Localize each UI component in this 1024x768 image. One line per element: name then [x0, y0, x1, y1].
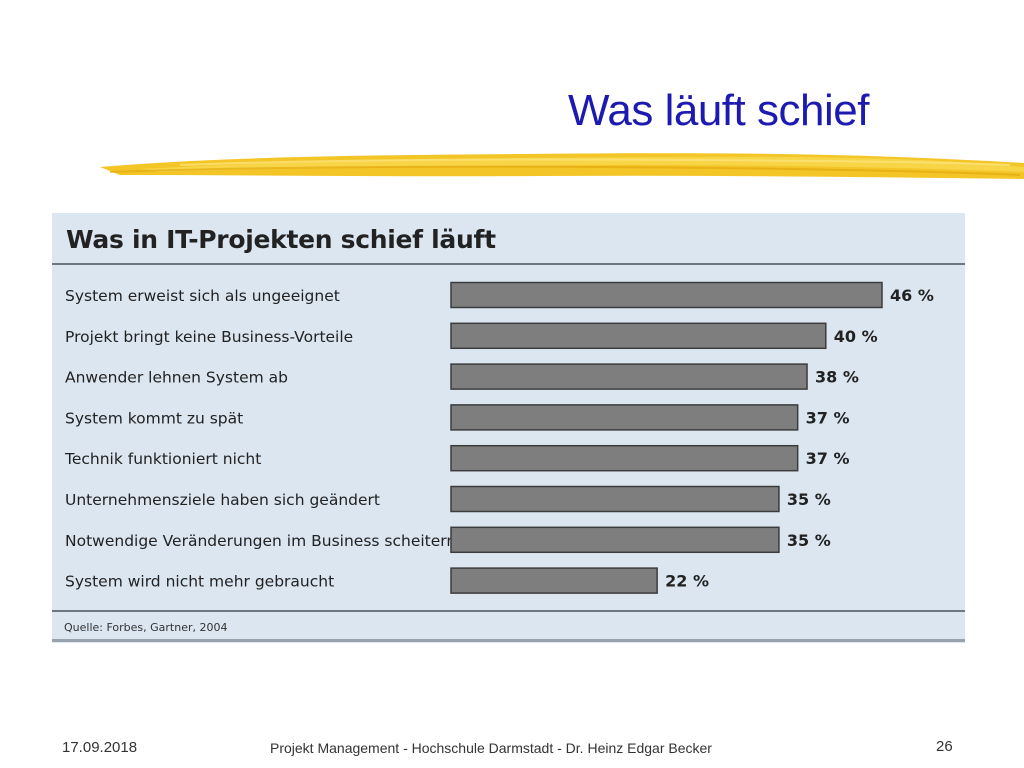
bar-chart: System erweist sich als ungeeignet 46 % Pr… [64, 281, 934, 594]
value-label: 37 % [806, 449, 850, 468]
category-label: Unternehmensziele haben sich geändert [65, 491, 380, 509]
chart-top-rule [52, 263, 965, 265]
category-label: Notwendige Veränderungen im Business sch… [65, 532, 456, 550]
category-label: System wird nicht mehr gebraucht [65, 573, 334, 591]
footer-date: 17.09.2018 [62, 739, 138, 756]
title-underline-brush-stroke [100, 153, 1024, 179]
category-label: Projekt bringt keine Business-Vorteile [65, 328, 353, 346]
value-label: 38 % [815, 368, 859, 387]
chart-title: Was in IT-Projekten schief läuft [66, 225, 496, 254]
bar [450, 322, 827, 350]
bar [450, 444, 799, 472]
category-label: System kommt zu spät [65, 409, 243, 427]
value-label: 35 % [787, 490, 831, 509]
bar [450, 526, 780, 554]
chart-source: Quelle: Forbes, Gartner, 2004 [64, 621, 228, 634]
category-label: Technik funktioniert nicht [64, 450, 261, 468]
value-label: 37 % [806, 408, 850, 427]
page-number: 26 [936, 738, 953, 755]
value-label: 40 % [834, 327, 878, 346]
bar [450, 281, 883, 309]
category-label: System erweist sich als ungeeignet [65, 287, 340, 305]
chart-bottom-rule [52, 610, 965, 612]
value-label: 22 % [665, 572, 709, 591]
chart-figure: Was in IT-Projekten schief läuft System … [52, 213, 965, 643]
bar [450, 567, 658, 594]
slide-title: Was läuft schief [568, 86, 869, 135]
value-label: 35 % [787, 531, 831, 550]
value-label: 46 % [890, 286, 934, 305]
bar [450, 404, 799, 431]
bar [450, 363, 808, 390]
category-label: Anwender lehnen System ab [65, 369, 288, 387]
footer-text: Projekt Management - Hochschule Darmstad… [270, 740, 712, 756]
chart-end-rule [52, 639, 965, 642]
bar [450, 485, 780, 513]
